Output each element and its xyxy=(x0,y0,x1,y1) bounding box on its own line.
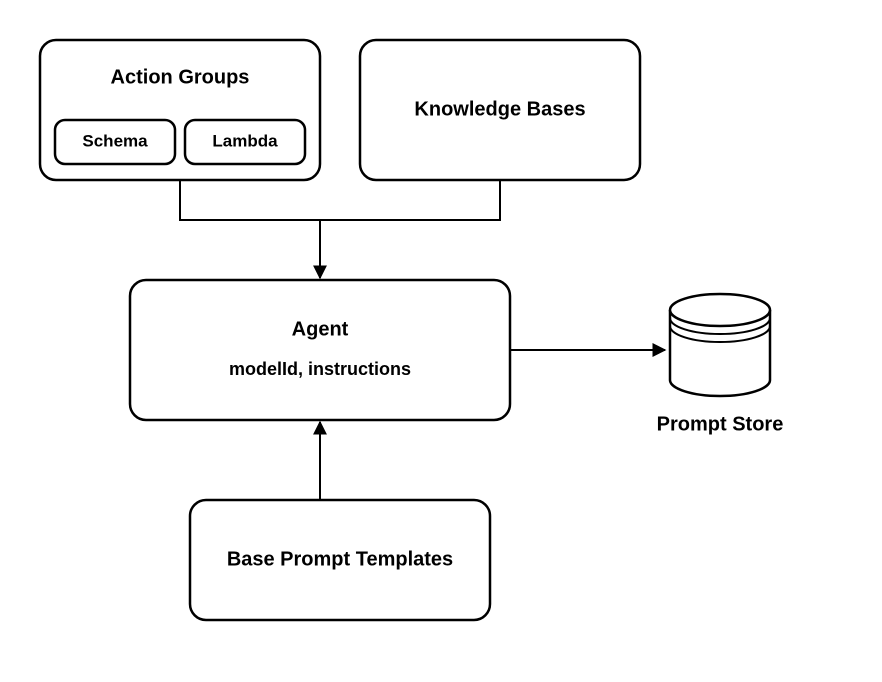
node-action-groups: Action Groups Schema Lambda xyxy=(40,40,320,180)
agent-title: Agent xyxy=(292,318,349,340)
schema-label: Schema xyxy=(82,131,148,150)
node-lambda: Lambda xyxy=(185,120,305,164)
base-prompt-title: Base Prompt Templates xyxy=(227,548,453,570)
node-prompt-store: Prompt Store xyxy=(657,294,784,435)
action-groups-title: Action Groups xyxy=(111,66,250,88)
node-schema: Schema xyxy=(55,120,175,164)
node-base-prompt-templates: Base Prompt Templates xyxy=(190,500,490,620)
lambda-label: Lambda xyxy=(212,131,278,150)
node-agent: Agent modelId, instructions xyxy=(130,280,510,420)
prompt-store-label: Prompt Store xyxy=(657,413,784,435)
agent-subtitle: modelId, instructions xyxy=(229,359,411,379)
node-knowledge-bases: Knowledge Bases xyxy=(360,40,640,180)
knowledge-bases-title: Knowledge Bases xyxy=(414,98,585,120)
edge-top-to-agent xyxy=(180,180,500,278)
